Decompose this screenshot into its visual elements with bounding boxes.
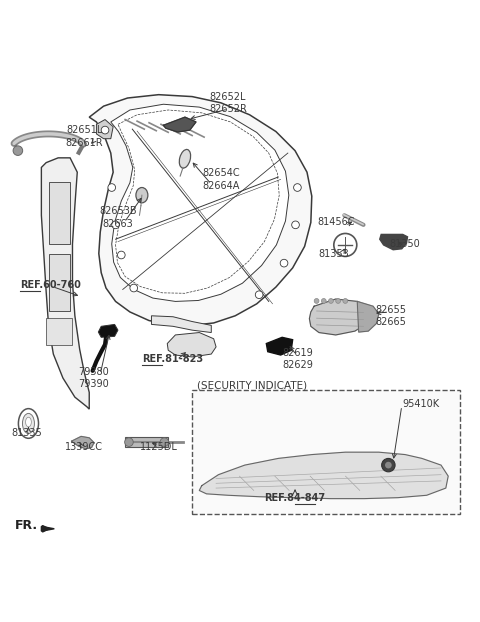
Circle shape bbox=[336, 299, 340, 304]
Polygon shape bbox=[310, 299, 372, 335]
Text: 1125DL: 1125DL bbox=[140, 442, 178, 452]
Polygon shape bbox=[167, 333, 216, 357]
Circle shape bbox=[382, 458, 395, 472]
Circle shape bbox=[160, 438, 168, 447]
Bar bbox=[125, 437, 168, 447]
Polygon shape bbox=[96, 119, 113, 139]
Text: 82655
82665: 82655 82665 bbox=[375, 305, 406, 327]
Ellipse shape bbox=[136, 187, 148, 203]
Circle shape bbox=[314, 299, 319, 304]
Text: 1339CC: 1339CC bbox=[65, 442, 104, 452]
Bar bbox=[46, 318, 72, 345]
Text: REF.60-760: REF.60-760 bbox=[20, 280, 81, 290]
Text: 82653B
82663: 82653B 82663 bbox=[99, 207, 137, 229]
FancyBboxPatch shape bbox=[192, 390, 460, 514]
Text: REF.84-847: REF.84-847 bbox=[264, 493, 325, 503]
Text: 79380
79390: 79380 79390 bbox=[79, 367, 109, 389]
Polygon shape bbox=[380, 234, 408, 250]
Polygon shape bbox=[41, 158, 89, 409]
Text: FR.: FR. bbox=[15, 519, 38, 532]
Circle shape bbox=[292, 221, 300, 229]
Polygon shape bbox=[111, 104, 289, 302]
Circle shape bbox=[101, 126, 109, 134]
Polygon shape bbox=[72, 437, 94, 449]
Polygon shape bbox=[48, 254, 70, 311]
Circle shape bbox=[13, 146, 23, 156]
Polygon shape bbox=[266, 337, 293, 355]
Polygon shape bbox=[89, 95, 312, 325]
Polygon shape bbox=[41, 526, 54, 531]
Text: 95410K: 95410K bbox=[403, 399, 440, 409]
Circle shape bbox=[280, 259, 288, 267]
Text: 81335: 81335 bbox=[12, 428, 42, 438]
Circle shape bbox=[255, 291, 263, 299]
Text: REF.81-823: REF.81-823 bbox=[142, 354, 203, 364]
Text: (SECURITY INDICATE): (SECURITY INDICATE) bbox=[197, 381, 307, 391]
Text: 81456C: 81456C bbox=[317, 218, 354, 228]
Ellipse shape bbox=[25, 417, 31, 427]
Polygon shape bbox=[48, 182, 70, 244]
Text: 82651L
82661R: 82651L 82661R bbox=[66, 125, 103, 147]
Polygon shape bbox=[357, 302, 379, 332]
Text: 82619
82629: 82619 82629 bbox=[282, 348, 313, 370]
Circle shape bbox=[334, 233, 357, 256]
Polygon shape bbox=[163, 117, 196, 132]
Circle shape bbox=[294, 183, 301, 192]
Circle shape bbox=[343, 299, 348, 304]
Ellipse shape bbox=[23, 414, 35, 434]
Circle shape bbox=[385, 462, 392, 468]
Circle shape bbox=[125, 438, 133, 447]
Circle shape bbox=[328, 299, 333, 304]
Text: 81353: 81353 bbox=[318, 249, 348, 259]
Circle shape bbox=[130, 284, 138, 292]
Circle shape bbox=[112, 221, 120, 229]
Polygon shape bbox=[199, 452, 448, 499]
Text: 82654C
82664A: 82654C 82664A bbox=[202, 168, 240, 190]
Text: 82652L
82652R: 82652L 82652R bbox=[209, 91, 247, 114]
Circle shape bbox=[118, 251, 125, 259]
Polygon shape bbox=[152, 316, 211, 333]
Circle shape bbox=[108, 183, 116, 192]
Circle shape bbox=[322, 299, 326, 304]
Ellipse shape bbox=[18, 409, 38, 439]
Polygon shape bbox=[98, 325, 118, 337]
Ellipse shape bbox=[180, 149, 191, 168]
Text: 81350: 81350 bbox=[390, 239, 420, 249]
